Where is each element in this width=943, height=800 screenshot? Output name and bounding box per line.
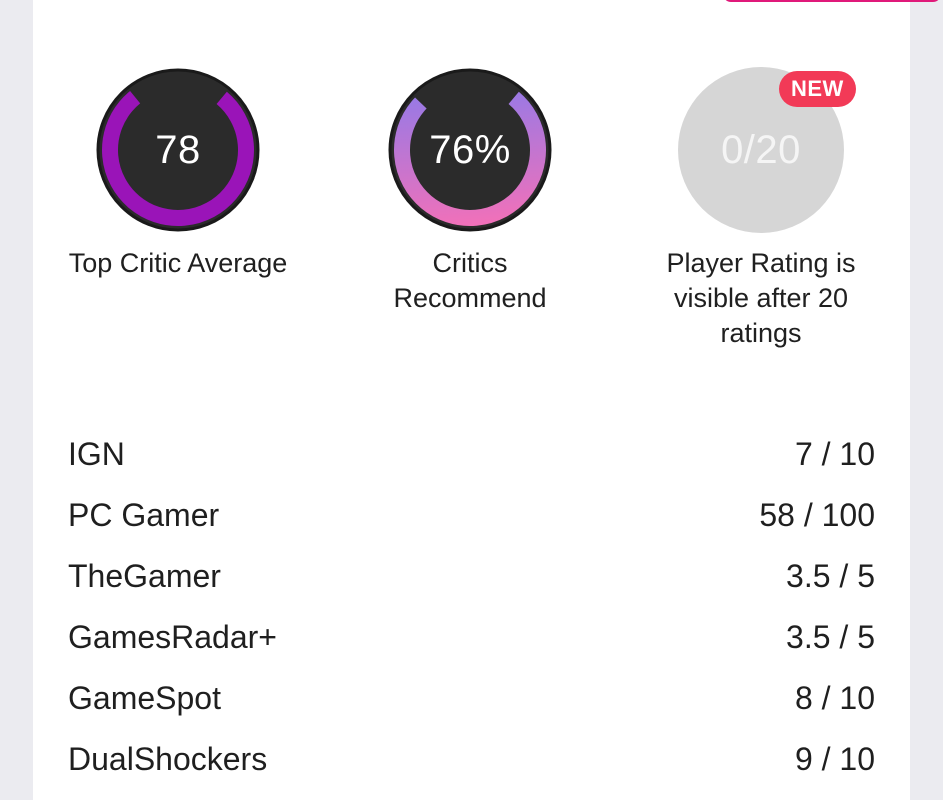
score-summary: 78 Top Critic Average 76% Crit <box>33 0 910 360</box>
review-score: 58 / 100 <box>759 497 875 533</box>
review-row[interactable]: PC Gamer 58 / 100 <box>68 485 875 546</box>
new-badge: NEW <box>779 71 856 107</box>
top-critic-ring: 78 <box>94 66 262 234</box>
critics-recommend-score: 76% <box>429 127 511 172</box>
player-rating-placeholder-graphic <box>678 67 844 233</box>
top-critic-score: 78 <box>155 127 201 172</box>
critics-recommend-ring: 76% <box>386 66 554 234</box>
review-outlet: GameSpot <box>68 680 221 716</box>
review-list: IGN 7 / 10 PC Gamer 58 / 100 TheGamer 3.5 / 5… <box>68 424 875 790</box>
player-rating-label: Player Rating is visible after 20 rating… <box>666 248 856 348</box>
review-row[interactable]: GamesRadar+ 3.5 / 5 <box>68 607 875 668</box>
review-outlet: GamesRadar+ <box>68 619 277 655</box>
review-score: 3.5 / 5 <box>786 558 875 594</box>
critics-recommend-label: Critics Recommend <box>393 248 547 313</box>
player-rating-score: 0/20 <box>721 127 801 172</box>
review-score: 7 / 10 <box>794 436 875 472</box>
critics-recommend: 76% Critics Recommend <box>325 66 615 316</box>
review-row[interactable]: TheGamer 3.5 / 5 <box>68 546 875 607</box>
top-critic-average: 78 Top Critic Average <box>33 66 323 281</box>
top-critic-ring-graphic <box>96 68 260 232</box>
review-outlet: DualShockers <box>68 741 268 777</box>
critics-recommend-ring-graphic <box>388 68 552 232</box>
review-row[interactable]: GameSpot 8 / 10 <box>68 668 875 729</box>
review-outlet: PC Gamer <box>68 497 220 533</box>
review-outlet: IGN <box>68 436 125 472</box>
score-card: 78 Top Critic Average 76% Crit <box>33 0 941 800</box>
review-score: 3.5 / 5 <box>786 619 875 655</box>
player-rating: 0/20 NEW Player Rating is visible after … <box>616 66 906 351</box>
review-row[interactable]: DualShockers 9 / 10 <box>68 729 875 790</box>
review-row[interactable]: IGN 7 / 10 <box>68 424 875 485</box>
review-score: 9 / 10 <box>794 741 875 777</box>
top-critic-label: Top Critic Average <box>68 248 288 278</box>
player-rating-ring: 0/20 NEW <box>677 66 856 234</box>
review-outlet: TheGamer <box>68 558 221 594</box>
review-score: 8 / 10 <box>794 680 875 716</box>
